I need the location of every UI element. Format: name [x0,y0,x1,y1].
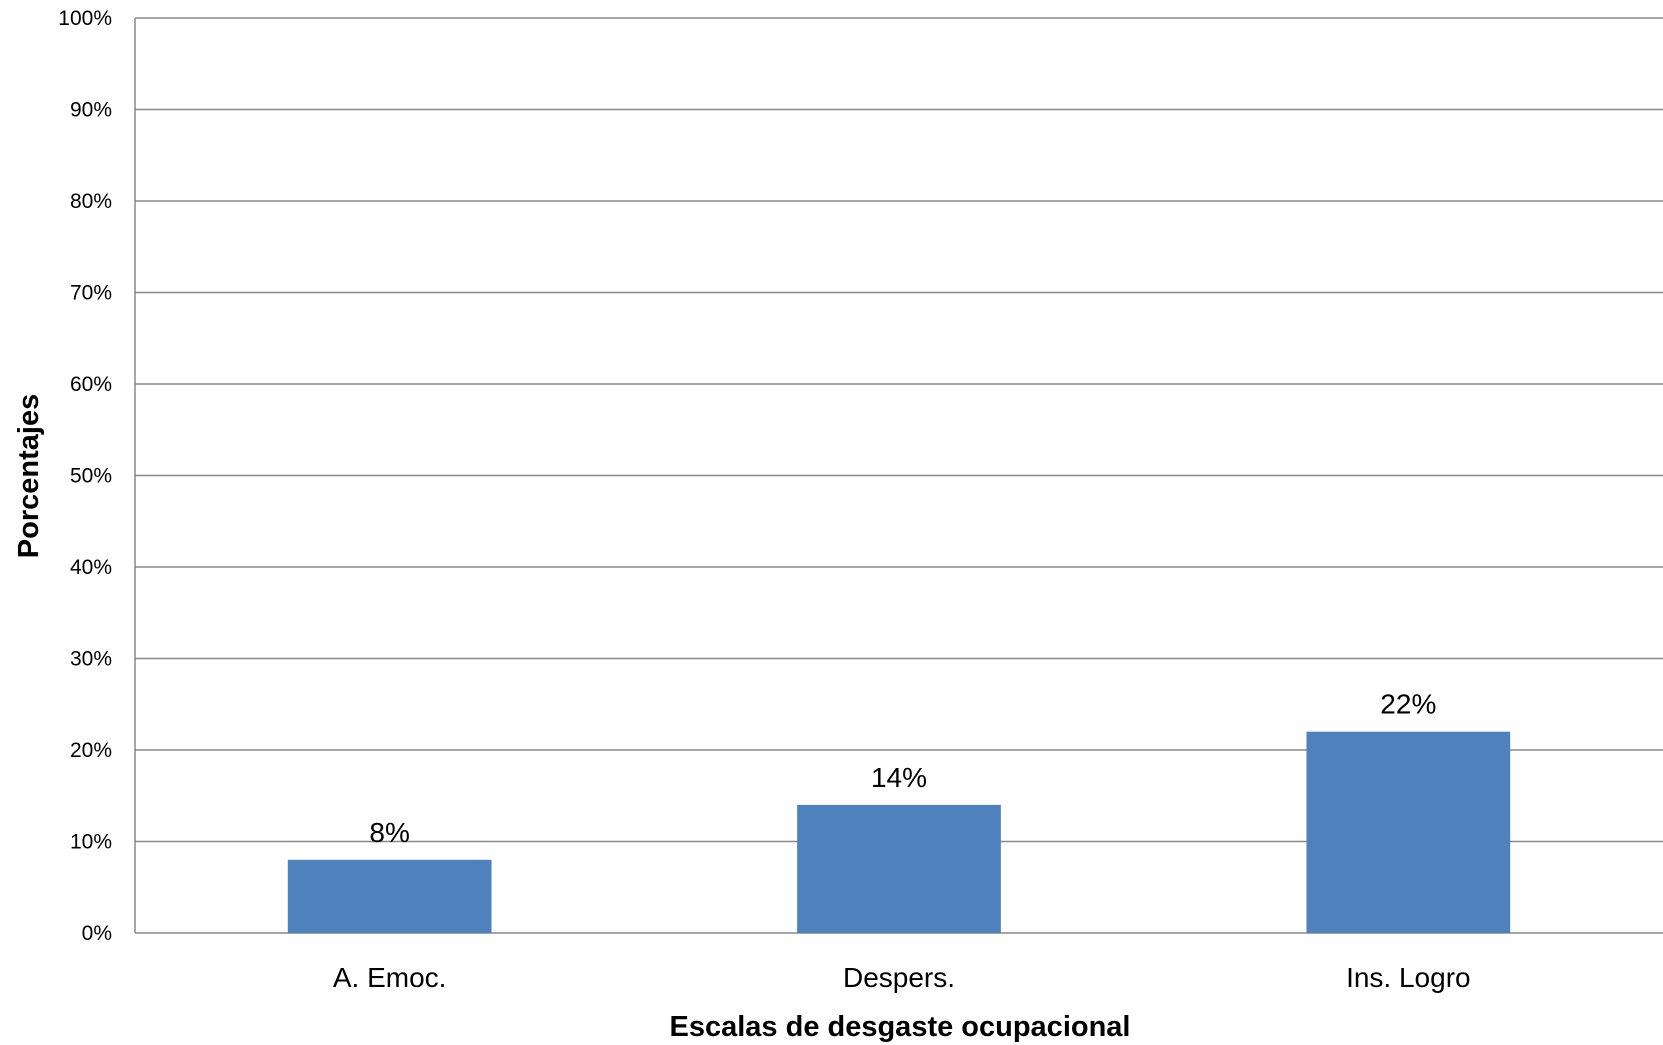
y-tick-labels: 0% 10% 20% 30% 40% 50% 60% 70% 80% 90% 100% [58,7,112,945]
x-tick-label: Despers. [843,962,955,993]
x-axis-title: Escalas de desgaste ocupacional [670,1011,1131,1043]
x-tick-label: A. Emoc. [333,962,447,993]
y-tick-label: 40% [70,556,112,579]
gridlines [135,17,1663,934]
x-tick-labels: A. Emoc. Despers. Ins. Logro [333,962,1471,993]
y-axis-title: Porcentajes [13,394,45,558]
data-label: 8% [369,817,409,848]
y-tick-label: 30% [70,648,112,671]
y-tick-label: 100% [58,7,112,30]
y-tick-label: 20% [70,739,112,762]
y-tick-label: 10% [70,831,112,854]
y-tick-label: 90% [70,99,112,122]
y-tick-label: 50% [70,465,112,488]
bar [1306,731,1511,933]
y-tick-label: 80% [70,190,112,213]
data-labels: 8% 14% 22% [369,689,1436,848]
data-label: 14% [871,762,927,793]
bar [287,859,492,933]
y-tick-label: 70% [70,282,112,305]
x-tick-label: Ins. Logro [1346,962,1471,993]
y-tick-label: 60% [70,373,112,396]
bars [287,731,1511,933]
bar [797,804,1001,933]
y-tick-label: 0% [82,922,112,945]
data-label: 22% [1380,689,1436,720]
